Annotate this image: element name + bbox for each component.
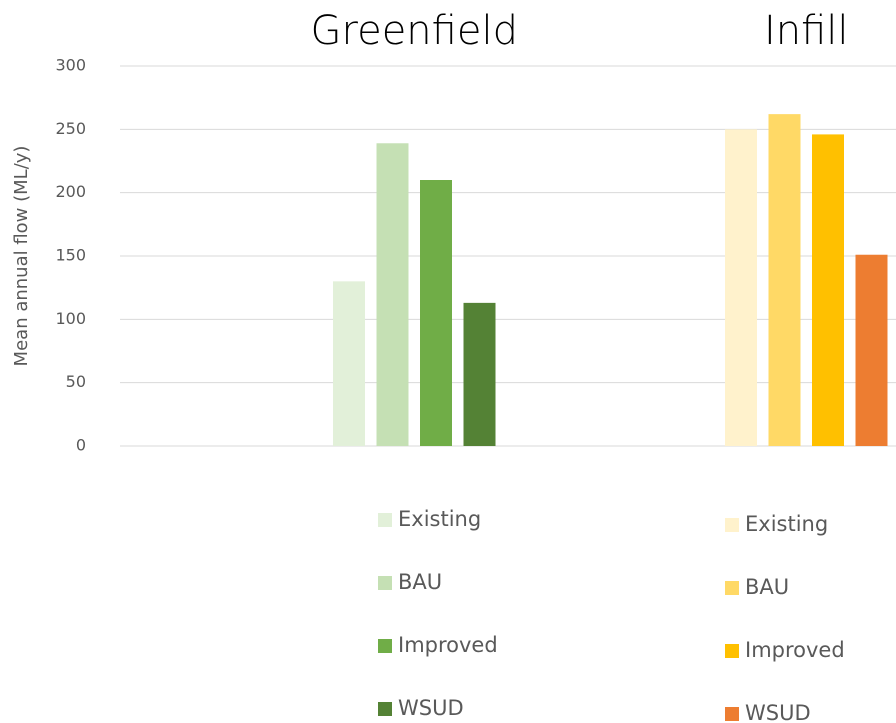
- bar: [463, 302, 496, 446]
- y-axis-label: Mean annual flow (ML/y): [11, 146, 32, 367]
- bar: [768, 114, 801, 446]
- y-tick-label: 250: [55, 119, 86, 138]
- legend-label: BAU: [745, 575, 789, 599]
- legend-label: Improved: [745, 638, 845, 662]
- legend-label: Existing: [398, 507, 481, 531]
- legend-swatch: [378, 702, 392, 716]
- bar: [420, 180, 452, 446]
- group-title: Infill: [764, 8, 849, 54]
- legend-label: WSUD: [398, 696, 464, 720]
- y-tick-label: 300: [55, 56, 86, 75]
- y-tick-label: 0: [76, 436, 86, 455]
- legend-swatch: [725, 644, 739, 658]
- y-tick-label: 150: [55, 246, 86, 265]
- bar: [376, 143, 409, 446]
- legend-label: Existing: [745, 512, 828, 536]
- legend-swatch: [725, 518, 739, 532]
- legend-swatch: [378, 576, 392, 590]
- bar: [333, 281, 365, 446]
- bar: [812, 134, 844, 446]
- y-tick-label: 50: [66, 372, 86, 391]
- bar: [855, 254, 888, 446]
- group-title: Greenfield: [311, 8, 518, 54]
- bar: [725, 129, 757, 447]
- legend-swatch: [725, 581, 739, 595]
- legend-swatch: [378, 639, 392, 653]
- legend-swatch: [378, 513, 392, 527]
- legend-label: WSUD: [745, 701, 811, 723]
- legend-label: BAU: [398, 570, 442, 594]
- y-tick-label: 100: [55, 309, 86, 328]
- legend-swatch: [725, 707, 739, 721]
- y-tick-label: 200: [55, 182, 86, 201]
- legend-label: Improved: [398, 633, 498, 657]
